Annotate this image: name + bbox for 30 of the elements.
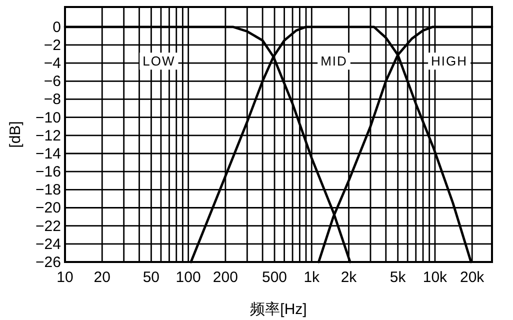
x-tick-label: 50: [142, 269, 160, 286]
y-tick-label: −12: [36, 127, 61, 144]
y-tick-label: −22: [36, 218, 61, 235]
y-tick-label: −6: [44, 73, 61, 90]
text: MID: [320, 54, 348, 69]
x-tick-label: 5k: [390, 269, 406, 286]
y-tick-label: −16: [36, 164, 61, 181]
x-tick-label: 100: [176, 269, 201, 286]
x-tick-label: 10k: [422, 269, 448, 286]
y-tick-label: −2: [44, 36, 61, 54]
y-tick-label: −4: [44, 55, 61, 72]
x-tick-label: 200: [212, 269, 238, 286]
x-tick-label: 20: [94, 269, 110, 286]
text: LOW: [142, 54, 176, 69]
x-tick-label: 500: [262, 269, 288, 286]
y-tick-label: −14: [36, 145, 61, 162]
y-tick-label: 0: [52, 18, 61, 36]
x-axis-title: 频率[Hz]: [250, 301, 307, 318]
x-tick-label: 20k: [460, 269, 485, 286]
y-tick-label: −10: [36, 109, 61, 126]
x-tick-label: 2k: [340, 269, 358, 286]
y-axis-title: [dB]: [7, 121, 24, 148]
x-tick-label: 10: [56, 269, 74, 286]
x-tick-label: 1k: [304, 269, 320, 286]
y-tick-label: −8: [44, 91, 61, 108]
series-label: HIGH: [431, 54, 468, 69]
y-tick-label: −20: [36, 200, 61, 217]
y-tick-label: −24: [36, 236, 61, 253]
y-tick-label: −26: [36, 254, 61, 271]
y-tick-label: −18: [36, 182, 61, 199]
